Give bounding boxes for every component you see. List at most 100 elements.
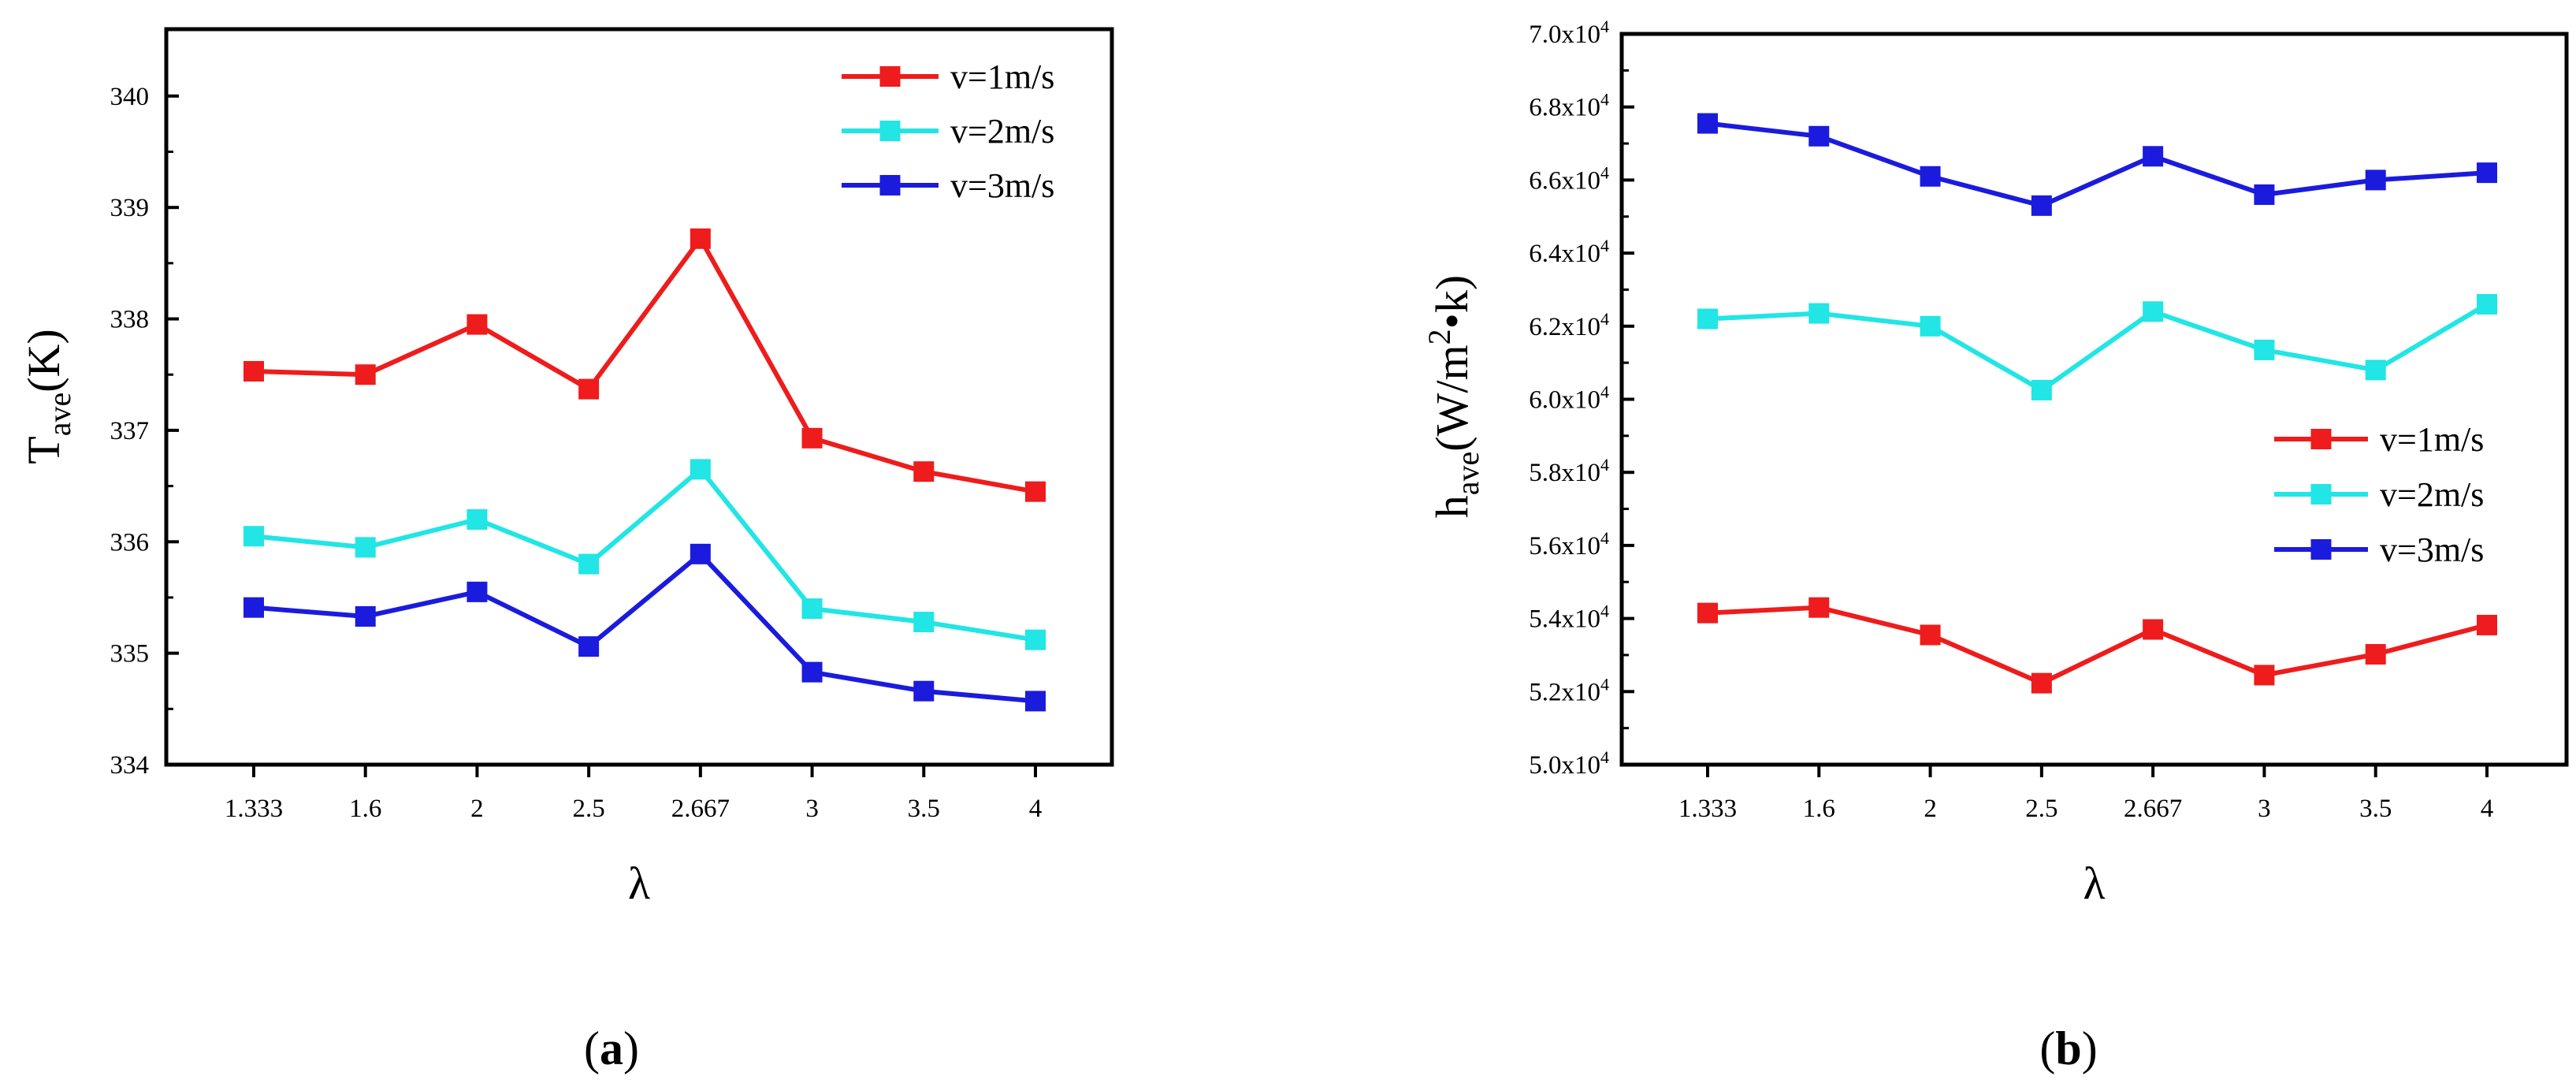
y-tick-mantissa: 7.0x10	[1529, 20, 1600, 49]
y-title-superscript: 2	[1422, 329, 1457, 344]
data-point	[2254, 184, 2275, 205]
data-point	[1920, 315, 1941, 337]
y-title-main: h	[1426, 495, 1478, 518]
x-tick-label: 2	[1924, 795, 1937, 823]
data-point	[1025, 481, 1046, 502]
data-point	[1697, 113, 1718, 134]
data-point	[2477, 293, 2497, 315]
series-line	[253, 551, 1036, 704]
data-point	[2365, 169, 2386, 191]
y-tick-mantissa: 5.8x10	[1529, 459, 1600, 487]
data-point	[801, 661, 823, 683]
y-tick-mantissa: 6.4x10	[1529, 240, 1600, 268]
y-axis-title: Tave(K)	[18, 329, 77, 464]
data-point	[2143, 301, 2164, 322]
caption-letter: b	[2055, 1022, 2081, 1074]
chart-a: 334 335 336 337 338 339 340 1.333 1.6 2 2.5 2.667 3 3…	[18, 27, 1114, 1074]
x-tick-label: 2.5	[573, 795, 605, 823]
x-tick-label: 3	[2258, 795, 2271, 823]
data-point	[578, 378, 600, 400]
y-tick-exponent: 4	[1600, 528, 1609, 548]
data-point	[2365, 644, 2386, 665]
y-tick-label: 335	[110, 640, 150, 668]
plot-frame	[1619, 32, 2569, 767]
data-point	[578, 636, 600, 657]
y-tick-exponent: 4	[1600, 747, 1609, 767]
data-point	[1025, 629, 1046, 650]
legend-label: v=3m/s	[950, 166, 1054, 205]
data-point	[355, 605, 376, 627]
x-tick-label: 1.333	[1678, 795, 1737, 823]
legend-label: v=1m/s	[2380, 420, 2484, 459]
legend-label: v=2m/s	[2380, 475, 2484, 514]
y-tick-mantissa: 6.8x10	[1529, 94, 1600, 122]
caption-close: )	[2082, 1022, 2098, 1074]
data-point	[690, 228, 711, 249]
data-point	[1920, 624, 1941, 646]
data-point	[467, 314, 488, 335]
data-point	[1808, 125, 1830, 147]
series-v=3m/s	[1697, 113, 2497, 216]
data-point	[1697, 308, 1718, 330]
y-tick-label: 5.6x104	[1529, 528, 1609, 560]
y-tick-label: 6.8x104	[1529, 90, 1609, 122]
y-tick-label: 338	[110, 306, 150, 334]
y-title-unit: (K)	[18, 329, 69, 393]
y-tick-label: 340	[110, 83, 150, 111]
chart-b: 5.0x1045.2x1045.4x1045.6x1045.8x1046.0x1…	[1422, 17, 2569, 1074]
x-tick-label: 2.667	[671, 795, 730, 823]
data-point	[243, 360, 264, 382]
x-tick-label: 4	[1029, 795, 1043, 823]
data-point	[913, 612, 935, 633]
data-point	[1697, 602, 1718, 624]
data-point	[2477, 614, 2497, 635]
caption-letter: a	[600, 1022, 623, 1074]
y-tick-label: 5.8x104	[1529, 455, 1609, 487]
data-point	[1808, 303, 1830, 324]
y-tick-label: 5.4x104	[1529, 601, 1609, 634]
data-point	[243, 597, 264, 618]
x-tick-label: 2	[470, 795, 484, 823]
plot-frame	[164, 27, 1114, 767]
legend-marker	[2310, 484, 2332, 505]
data-point	[690, 543, 711, 564]
y-tick-exponent: 4	[1600, 162, 1609, 182]
y-axis-title: have(W/m2•k)	[1422, 275, 1485, 518]
data-point	[2254, 665, 2275, 686]
caption-open: (	[2039, 1022, 2055, 1074]
panel-caption: (a)	[584, 1022, 639, 1074]
y-tick-label: 337	[110, 417, 150, 445]
y-tick-exponent: 4	[1600, 601, 1609, 621]
data-point	[913, 461, 935, 482]
x-tick-label: 3.5	[908, 795, 940, 823]
y-tick-mantissa: 5.2x10	[1529, 678, 1600, 706]
data-point	[2143, 619, 2164, 640]
data-point	[2477, 162, 2497, 184]
panel-caption: (b)	[2039, 1022, 2097, 1074]
legend-marker	[2310, 429, 2332, 449]
series-v=1m/s	[243, 228, 1046, 502]
legend-label: v=1m/s	[950, 58, 1054, 96]
data-point	[1808, 597, 1830, 618]
data-point	[2031, 379, 2052, 400]
y-title-subscript: ave	[1450, 452, 1485, 496]
data-point	[1025, 691, 1046, 712]
x-tick-label: 1.6	[349, 795, 381, 823]
y-tick-mantissa: 5.0x10	[1529, 751, 1600, 780]
y-tick-mantissa: 6.2x10	[1529, 313, 1600, 341]
y-title-unit-end: •k)	[1426, 275, 1478, 330]
data-point	[913, 680, 935, 702]
y-tick-mantissa: 5.4x10	[1529, 605, 1600, 634]
legend-marker	[879, 175, 901, 195]
data-point	[578, 553, 600, 575]
legend-marker	[879, 121, 901, 141]
data-point	[2254, 339, 2275, 360]
caption-open: (	[584, 1022, 600, 1074]
y-tick-label: 5.0x104	[1529, 747, 1609, 780]
y-tick-exponent: 4	[1600, 382, 1609, 402]
series-line	[1707, 121, 2488, 208]
series-v=1m/s	[1697, 597, 2497, 694]
y-tick-exponent: 4	[1600, 236, 1609, 255]
y-tick-exponent: 4	[1600, 90, 1609, 110]
y-tick-label: 339	[110, 194, 150, 222]
